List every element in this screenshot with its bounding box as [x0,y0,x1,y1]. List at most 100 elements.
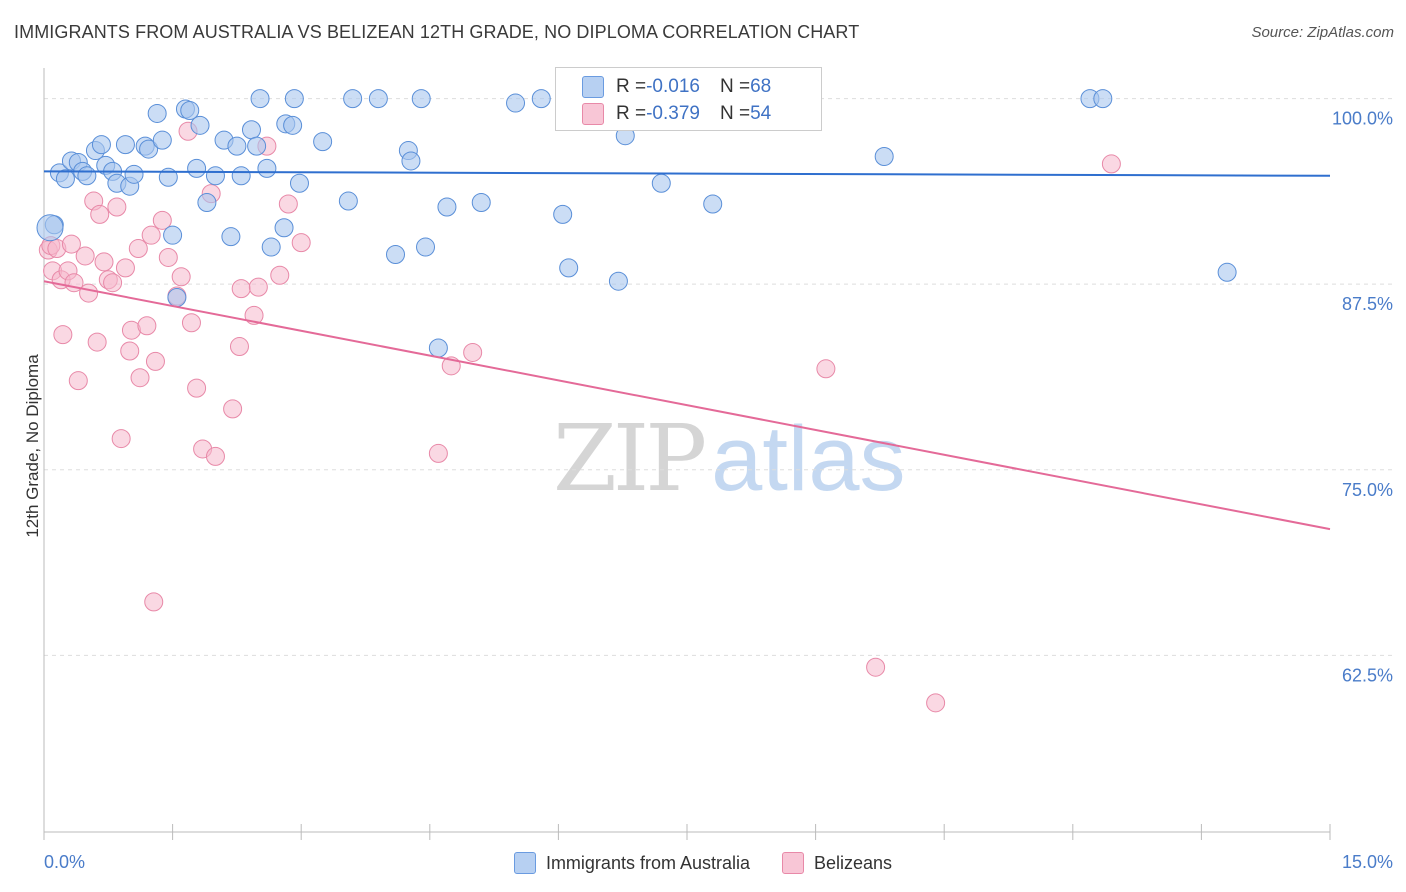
australia-legend-label: Immigrants from Australia [545,852,750,873]
australia-point [343,89,363,109]
x-tick-label-max: 15.0% [1342,852,1393,872]
trend-lines [43,170,1331,531]
belizeans-point [270,265,290,285]
belizeans-point [158,247,178,267]
australia-point [1093,89,1113,109]
australia-point [152,130,172,150]
australia-point [411,89,431,109]
belizeans-point [171,267,191,287]
legend-row-australia: R = -0.016 N = 68 [556,74,771,100]
belizeans-point [144,592,164,612]
belizeans-point [115,258,135,278]
belizeans-point [229,337,249,357]
belizeans-point [53,325,73,345]
series-legend: Immigrants from Australia Belizeans [0,852,1406,874]
australia-point [139,139,159,159]
belizeans-point [428,443,448,463]
legend-item-australia[interactable]: Immigrants from Australia [513,852,750,874]
belizeans-point [111,429,131,449]
belizeans-point [926,693,946,713]
belizeans-point [1101,154,1121,174]
australia-point [167,288,187,308]
australia-point [1217,262,1237,282]
australia-point [703,194,723,214]
australia-point [559,258,579,278]
belizeans-points [38,121,1121,713]
belizeans-point [103,273,123,293]
belizeans-point [107,197,127,217]
belizeans-point [248,277,268,297]
chart-title: IMMIGRANTS FROM AUSTRALIA VS BELIZEAN 12… [14,22,860,42]
australia-point [471,193,491,213]
legend-r-label: R = [616,103,647,124]
australia-point [36,214,64,242]
legend-n-value: 54 [750,103,772,124]
belizeans-point [61,234,81,254]
belizeans-point [141,225,161,245]
australia-point [91,135,111,155]
belizeans-point [866,657,886,677]
belizeans-point [181,313,201,333]
australia-point [428,338,448,358]
belizeans-point [79,283,99,303]
australia-point [147,103,167,123]
australia-points [36,89,1237,358]
legend-r-label: R = [616,76,647,97]
y-tick-label: 62.5% [1342,665,1393,685]
australia-trend-line [43,170,1331,177]
belizeans-point [145,351,165,371]
belizeans-legend-swatch [782,852,804,874]
australia-point [553,204,573,224]
australia-point [205,166,225,186]
legend-n-value: 68 [750,76,772,97]
axes [43,68,1331,840]
belizeans-trend-line [43,280,1331,531]
australia-point [187,158,207,178]
australia-point [437,197,457,217]
australia-point [257,158,277,178]
belizeans-legend-label: Belizeans [814,852,893,873]
australia-point [274,218,294,238]
australia-point [338,191,358,211]
australia-point [386,244,406,264]
australia-point [416,237,436,257]
source-credit: Source: ZipAtlas.com [1251,24,1394,41]
australia-point [231,166,251,186]
belizeans-point [120,341,140,361]
australia-point [608,271,628,291]
australia-point [531,89,551,109]
belizeans-point [223,399,243,419]
australia-point [368,89,388,109]
australia-point [313,132,333,152]
belizeans-point [68,371,88,391]
legend-n-label: N = [719,76,751,97]
belizeans-point [94,252,114,272]
x-tick-label-min: 0.0% [44,852,85,872]
legend-r-value: -0.379 [646,103,700,124]
australia-point [163,225,183,245]
legend-item-belizeans[interactable]: Belizeans [782,852,892,874]
watermark-zip: ZIP [553,405,707,512]
belizeans-point [291,233,311,253]
belizeans-point [128,239,148,259]
y-axis-label: 12th Grade, No Diploma [23,354,42,538]
australia-point [241,120,261,140]
belizeans-point [463,342,483,362]
belizeans-point [137,316,157,336]
australia-point [261,237,281,257]
belizeans-point [205,446,225,466]
axis-labels: 62.5% 75.0% 87.5% 100.0% 0.0% 15.0% 12th Grade… [23,109,1393,872]
australia-point [651,173,671,193]
australia-point [289,173,309,193]
y-tick-label: 87.5% [1342,294,1393,314]
australia-point [221,227,241,247]
australia-legend-swatch [513,852,536,874]
belizeans-point [231,279,251,299]
belizeans-point [87,332,107,352]
belizeans-point [187,378,207,398]
australia-point [401,151,421,171]
correlation-legend: R = -0.016 N = 68 R = -0.379 N = 54 [555,67,822,131]
belizeans-point [130,368,150,388]
y-tick-label: 100.0% [1332,109,1393,129]
